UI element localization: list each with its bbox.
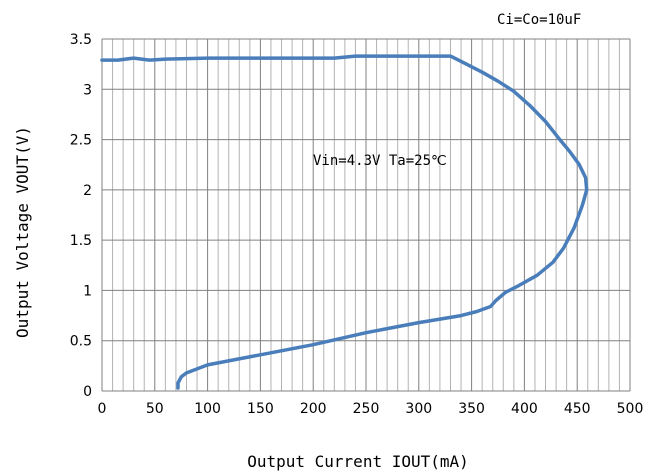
y-tick-label: 1.5 — [70, 233, 92, 249]
y-tick-label: 2 — [83, 183, 92, 199]
y-tick-labels: 0 0.5 1 1.5 2 2.5 3 3.5 — [70, 32, 92, 400]
x-tick-label: 400 — [511, 401, 538, 417]
x-tick-label: 100 — [194, 401, 221, 417]
series-layer — [100, 54, 589, 390]
x-tick-label: 450 — [564, 401, 591, 417]
x-tick-labels: 0 50 100 150 200 250 300 350 400 450 500 — [98, 401, 644, 417]
y-tick-label: 0 — [83, 384, 92, 400]
x-tick-label: 500 — [617, 401, 644, 417]
condition-annotation: Vin=4.3V Ta=25℃ — [313, 153, 447, 169]
x-tick-label: 200 — [300, 401, 327, 417]
minor-grid — [112, 39, 620, 391]
series-line — [100, 54, 589, 390]
y-tick-label: 0.5 — [70, 334, 92, 350]
y-axis-title: Output Voltage VOUT(V) — [13, 126, 32, 338]
x-tick-label: 300 — [405, 401, 432, 417]
x-tick-label: 250 — [353, 401, 380, 417]
x-tick-label: 350 — [458, 401, 485, 417]
y-tick-label: 3 — [83, 82, 92, 98]
x-tick-label: 50 — [146, 401, 164, 417]
x-axis-title: Output Current IOUT(mA) — [247, 452, 469, 471]
major-grid — [102, 38, 630, 391]
y-tick-label: 3.5 — [70, 32, 92, 48]
y-tick-label: 2.5 — [70, 133, 92, 149]
y-tick-label: 1 — [83, 283, 92, 299]
caps-annotation: Ci=Co=10uF — [497, 12, 581, 28]
x-tick-label: 150 — [247, 401, 274, 417]
axes — [101, 39, 631, 392]
x-tick-label: 0 — [98, 401, 107, 417]
